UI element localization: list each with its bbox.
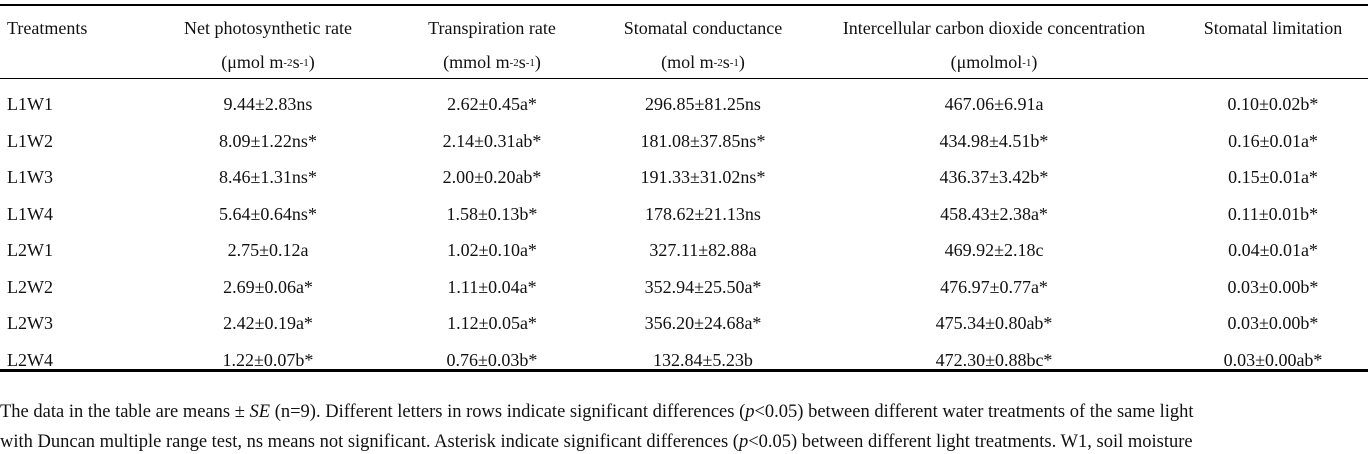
footnote-p: p [738, 432, 749, 452]
column-header: Stomatal limitation [1203, 18, 1343, 38]
footnote-text: <0.05) between different light treatment… [748, 432, 1193, 452]
table-cell: 356.20±24.68a* [644, 313, 762, 333]
column-header: Intercellular carbon dioxide concentrati… [842, 18, 1146, 38]
unit-part: (mol m [661, 52, 714, 72]
table-header-units: (μmol m-2s-1) (mmol m-2s-1) (mol m-2s-1) (μ… [0, 52, 1368, 76]
column-header: Treatments [7, 18, 88, 38]
unit-part: s [518, 52, 526, 72]
row-label: L2W3 [7, 313, 53, 333]
table-row: L1W3 8.46±1.31ns* 2.00±0.20ab* 191.33±31.02… [0, 167, 1368, 191]
table-cell: 178.62±21.13ns [645, 203, 761, 224]
unit-part: -2 [283, 57, 293, 69]
footnote-se: SE [249, 402, 271, 422]
table-cell: 467.06±6.91a [944, 94, 1044, 114]
footnote-p: p [745, 402, 755, 422]
unit-part: -2 [713, 57, 723, 69]
table-cell: 181.08±37.85ns* [640, 130, 766, 151]
table-cell: 8.09±1.22ns* [219, 130, 317, 151]
unit-part: ) [1031, 52, 1038, 72]
unit-part: -2 [509, 57, 519, 69]
unit-part: ) [308, 52, 315, 72]
table-row: L1W1 9.44±2.83ns 2.62±0.45a* 296.85±81.25ns… [0, 94, 1368, 118]
table-cell: 0.16±0.01a* [1228, 130, 1318, 151]
table-cell: 8.46±1.31ns* [219, 167, 317, 187]
table-cell: 132.84±5.23b [653, 349, 753, 370]
row-label: L1W4 [7, 203, 53, 224]
row-label: L2W1 [7, 240, 53, 260]
table-cell: 2.69±0.06a* [223, 276, 313, 297]
table-cell: 1.02±0.10a* [447, 240, 537, 260]
table-cell: 2.00±0.20ab* [442, 167, 542, 187]
table-cell: 0.76±0.03b* [446, 349, 538, 370]
unit-part: -1 [729, 57, 739, 69]
table-cell: 0.10±0.02b* [1227, 94, 1319, 114]
unit-part: s [722, 52, 730, 72]
unit-part: (mmol m [443, 52, 510, 72]
table-row: L2W1 2.75±0.12a 1.02±0.10a* 327.11±82.88a 46… [0, 240, 1368, 264]
table-bottom-rule [0, 369, 1368, 372]
table-cell: 0.03±0.00b* [1227, 276, 1319, 297]
table-cell: 434.98±4.51b* [939, 130, 1049, 151]
unit-part: ) [534, 52, 541, 72]
row-label: L2W4 [7, 349, 53, 370]
column-header: Transpiration rate [428, 18, 556, 38]
row-label: L2W2 [7, 276, 53, 297]
table-top-rule [0, 4, 1368, 6]
unit-part: -1 [1022, 57, 1032, 69]
unit-part: s [292, 52, 300, 72]
table-cell: 0.03±0.00b* [1227, 313, 1319, 333]
column-unit: (μmolmol-1) [951, 52, 1038, 73]
table-cell: 0.03±0.00ab* [1223, 349, 1323, 370]
footnote-line-2: with Duncan multiple range test, ns mean… [0, 432, 1368, 453]
row-label: L1W3 [7, 167, 53, 187]
table-row: L1W4 5.64±0.64ns* 1.58±0.13b* 178.62±21.13n… [0, 204, 1368, 228]
table-cell: 2.42±0.19a* [223, 313, 313, 333]
table-cell: 0.04±0.01a* [1228, 240, 1318, 260]
table-cell: 436.37±3.42b* [939, 167, 1049, 187]
table-header-labels: Treatments Net photosynthetic rate Transpi… [0, 18, 1368, 42]
footnote-text: <0.05) between different water treatment… [754, 402, 1194, 422]
column-header: Net photosynthetic rate [184, 18, 352, 38]
table-cell: 472.30±0.88bc* [935, 349, 1053, 370]
table-cell: 1.11±0.04a* [447, 276, 537, 297]
column-header: Stomatal conductance [623, 18, 783, 38]
footnote-line-1: The data in the table are means ± SE (n=… [0, 402, 1368, 423]
table-cell: 1.58±0.13b* [446, 203, 538, 224]
unit-part: -1 [299, 57, 309, 69]
table-cell: 469.92±2.18c [944, 240, 1044, 260]
table-header-rule [0, 78, 1368, 79]
unit-part: (μmolmol [950, 52, 1023, 72]
table-cell: 1.22±0.07b* [222, 349, 314, 370]
column-unit: (mmol m-2s-1) [443, 52, 541, 73]
table-cell: 0.11±0.01b* [1227, 203, 1319, 224]
row-label: L1W1 [7, 94, 53, 114]
table-cell: 327.11±82.88a [649, 240, 757, 260]
table-cell: 2.14±0.31ab* [442, 130, 542, 151]
table-cell: 476.97±0.77a* [940, 276, 1048, 297]
table-cell: 2.62±0.45a* [447, 94, 537, 114]
table-cell: 191.33±31.02ns* [640, 167, 766, 187]
table-cell: 475.34±0.80ab* [935, 313, 1053, 333]
table-cell: 5.64±0.64ns* [219, 203, 317, 224]
table-row: L1W2 8.09±1.22ns* 2.14±0.31ab* 181.08±37.85… [0, 131, 1368, 155]
table-cell: 0.15±0.01a* [1228, 167, 1318, 187]
table-cell: 9.44±2.83ns [223, 94, 313, 114]
table-cell: 352.94±25.50a* [644, 276, 762, 297]
footnote-text: The data in the table are means ± [0, 402, 250, 422]
footnote-text: with Duncan multiple range test, ns mean… [0, 432, 739, 452]
table-cell: 296.85±81.25ns [645, 94, 761, 114]
row-label: L1W2 [7, 130, 53, 151]
table-row: L2W4 1.22±0.07b* 0.76±0.03b* 132.84±5.23b 47… [0, 350, 1368, 374]
unit-part: ) [738, 52, 745, 72]
table-cell: 458.43±2.38a* [940, 203, 1048, 224]
column-unit: (mol m-2s-1) [661, 52, 745, 73]
column-unit: (μmol m-2s-1) [221, 52, 315, 73]
table-row: L2W3 2.42±0.19a* 1.12±0.05a* 356.20±24.68a*… [0, 313, 1368, 337]
unit-part: (μmol m [221, 52, 284, 72]
table-cell: 1.12±0.05a* [447, 313, 537, 333]
table-row: L2W2 2.69±0.06a* 1.11±0.04a* 352.94±25.50a*… [0, 277, 1368, 301]
unit-part: -1 [525, 57, 535, 69]
footnote-text: (n=9). Different letters in rows indicat… [270, 402, 746, 422]
table-cell: 2.75±0.12a [227, 240, 309, 260]
